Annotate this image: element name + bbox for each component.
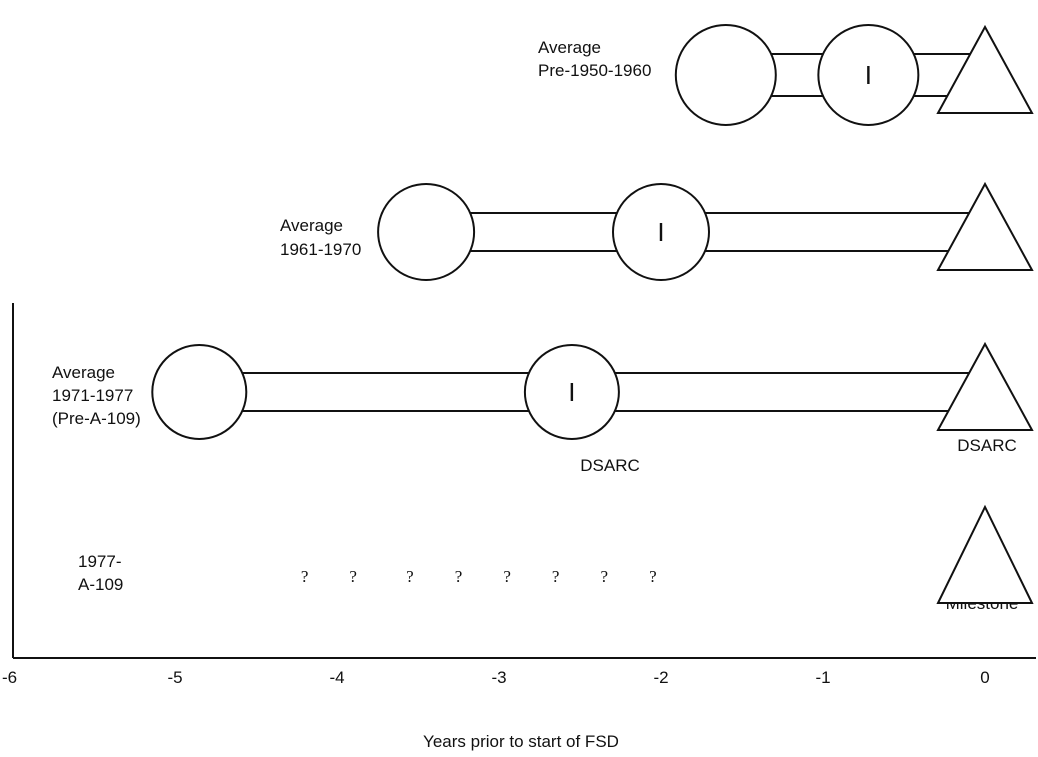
row-4-unknown-mark-5: ? [503,567,511,586]
milestone-triangle-row-2 [936,181,1034,271]
axis-tick-label: -6 [2,668,17,687]
row-2-mid-circle [612,183,710,281]
row-3-label-line-1: Average [52,363,115,382]
row-3-mid-circle [523,344,620,440]
milestone-triangle-row-1 [936,24,1034,114]
axis-tick-label: -4 [329,668,344,687]
row-1-mid-circle [817,24,920,126]
axis-title: Years prior to start of FSD [423,732,619,751]
axis-tick-label: -3 [491,668,506,687]
row-4-unknown-mark-1: ? [301,567,309,586]
row-2-label-line-2: 1961-1970 [280,240,361,259]
row-2-start-circle [377,183,476,281]
row-4-unknown-mark-4: ? [455,567,463,586]
row-3-start-circle [151,344,248,440]
row-4-unknown-mark-2: ? [349,567,357,586]
row-1-label-line-2: Pre-1950-1960 [538,61,651,80]
row-2-mid-mark: I [657,217,664,247]
row-4-unknown-mark-3: ? [406,567,414,586]
row-3-end-caption: DSARC [957,436,1017,455]
ticks-layer: -6 -5 -4 -3 -2 -1 0 [2,668,990,687]
row-1-start-circle [674,24,777,126]
row-4-unknown-mark-8: ? [649,567,657,586]
row-3-label-line-2: 1971-1977 [52,386,133,405]
row-3-label-line-3: (Pre-A-109) [52,409,141,428]
axis-tick-label: -5 [167,668,182,687]
row-2-label-line-1: Average [280,216,343,235]
shapes-layer: I I I???????? [151,24,1034,604]
axis-tick-label: -2 [653,668,668,687]
axis-tick-label: 0 [980,668,989,687]
row-3-mid-mark: I [568,377,575,407]
row-4-label-line-2: A-109 [78,575,123,594]
row-1-mid-mark: I [865,60,872,90]
row-3-mid-caption: DSARC [580,456,640,475]
milestone-triangle-row-3 [936,341,1034,431]
row-1-label-line-1: Average [538,38,601,57]
milestone-triangle-row-4 [936,504,1034,604]
row-4-label-line-1: 1977- [78,552,121,571]
axis-tick-label: -1 [815,668,830,687]
row-4-unknown-mark-6: ? [552,567,560,586]
row-4-unknown-mark-7: ? [601,567,609,586]
